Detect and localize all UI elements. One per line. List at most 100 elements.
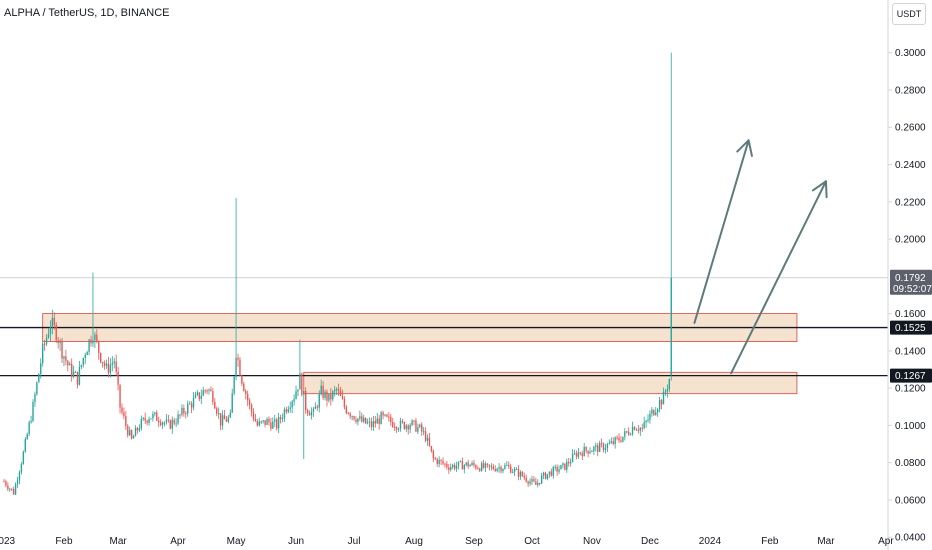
candle-body (562, 463, 564, 465)
candle-body (316, 406, 319, 408)
candle-body (167, 419, 170, 421)
candle-body (306, 410, 309, 414)
candle-body (136, 427, 139, 431)
candle-body (548, 471, 551, 475)
candle-body (364, 417, 367, 424)
candle-body (593, 446, 595, 451)
candle-body (542, 472, 545, 476)
candle-body (508, 465, 510, 467)
currency-button[interactable]: USDT (892, 3, 926, 25)
candle-body (264, 420, 266, 425)
candle-body (210, 389, 212, 391)
x-tick-label: Apr (878, 536, 894, 547)
candle-body (45, 337, 48, 344)
candle-body (587, 450, 589, 454)
x-tick-label: Feb (761, 536, 779, 547)
candle-body (403, 422, 406, 429)
candle-body (426, 437, 429, 441)
candle-body (22, 451, 25, 464)
countdown-value: 09:52:07 (893, 284, 932, 295)
candle-body (409, 425, 411, 430)
candle-body (289, 407, 291, 410)
last-price-value: 0.1792 (895, 273, 926, 284)
candle-body (428, 437, 431, 447)
projection-arrows[interactable] (693, 139, 828, 375)
candle-body (649, 413, 651, 420)
candle-body (43, 343, 46, 345)
candle-body (98, 341, 100, 354)
candle-body (14, 484, 17, 495)
level-price-tag (890, 368, 932, 383)
candle-body (662, 391, 665, 405)
candle-body (326, 391, 328, 401)
candle-body (527, 481, 529, 484)
candle-body (355, 419, 357, 422)
candle-body (610, 441, 612, 444)
candle-body (301, 373, 303, 395)
candle-body (231, 393, 233, 413)
candle-body (343, 398, 346, 408)
candle-body (457, 461, 460, 466)
candle-body (573, 453, 576, 455)
candle-body (229, 412, 231, 418)
x-tick-label: Mar (109, 536, 127, 547)
candle-body (256, 421, 259, 426)
candle-body (51, 317, 54, 327)
candle-body (540, 475, 543, 484)
y-tick-label: 0.2800 (895, 85, 926, 96)
candle-body (372, 421, 375, 428)
candle-body (490, 466, 493, 468)
candle-body (258, 421, 260, 426)
candle-body (94, 334, 96, 341)
candle-body (525, 477, 527, 482)
candle-body (341, 395, 344, 399)
level-price-tag (890, 320, 932, 335)
candle-body (544, 472, 547, 479)
candle-body (254, 418, 257, 422)
candle-body (303, 391, 305, 395)
candle-body (57, 340, 59, 344)
candle-body (293, 398, 295, 402)
candle-body (388, 416, 390, 418)
candle-body (560, 464, 562, 470)
candle-body (397, 428, 400, 430)
candle-body (589, 451, 591, 454)
y-tick-label: 0.0400 (895, 533, 926, 544)
candle-body (314, 406, 317, 409)
candle-body (227, 417, 230, 422)
candle-body (78, 367, 81, 385)
candle-body (467, 462, 469, 467)
candle-body (384, 414, 386, 416)
candle-body (204, 390, 206, 392)
candle-body (200, 395, 202, 399)
candle-body (7, 485, 9, 489)
candle-body (604, 448, 607, 451)
candle-body (533, 479, 535, 482)
candle-body (16, 480, 19, 485)
candle-body (221, 415, 224, 426)
candle-body (380, 412, 382, 425)
candle-body (473, 462, 475, 466)
horizontal-levels[interactable] (0, 326, 888, 377)
candle-body (595, 445, 597, 447)
candle-body (363, 417, 365, 422)
candle-body (392, 421, 394, 428)
candle-body (598, 443, 601, 452)
candle-body (482, 463, 485, 468)
candle-body (187, 403, 189, 414)
y-tick-label: 0.3000 (895, 48, 926, 59)
candle-body (113, 361, 115, 364)
candle-body (82, 358, 84, 365)
candle-body (374, 421, 377, 424)
candle-body (546, 474, 549, 479)
candle-body (318, 394, 320, 408)
candle-body (440, 459, 442, 461)
candle-body (558, 469, 560, 472)
candle-body (129, 430, 131, 436)
candle-body (196, 392, 199, 395)
candle-body (208, 389, 210, 391)
candle-body (399, 420, 402, 429)
candle-body (653, 409, 655, 416)
